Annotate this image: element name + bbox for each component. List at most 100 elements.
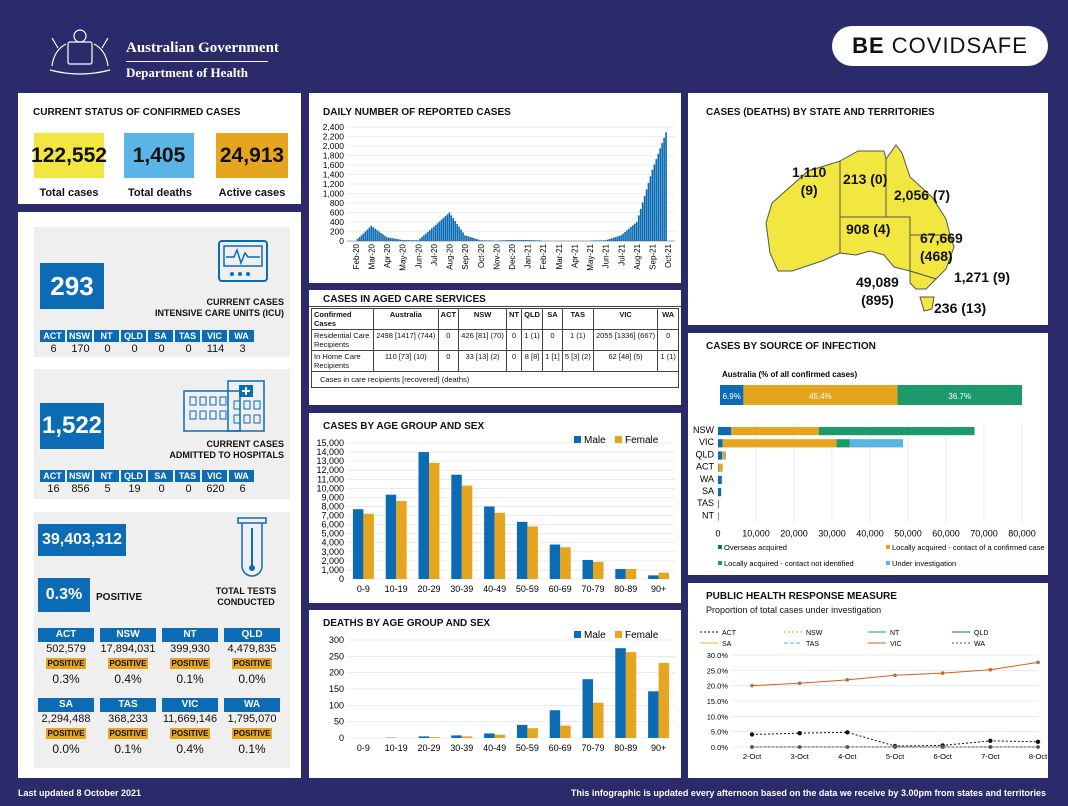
source-bar [722, 451, 725, 460]
hospital-building-icon [183, 380, 265, 432]
daily-bar [378, 231, 380, 241]
aged-cell: 62 [48] (5) [592, 350, 659, 372]
coat-of-arms-icon [49, 29, 111, 75]
daily-bar [389, 237, 392, 241]
test-positive-rate: 0.4% [114, 672, 142, 686]
test-state-count: 11,669,146 [162, 713, 218, 725]
x-tick-label: 30,000 [818, 529, 846, 539]
daily-bar [393, 238, 396, 241]
y-tick-label: 10,000 [316, 483, 344, 493]
y-tick-label: 20.0% [707, 682, 729, 691]
test-state-count: 4,479,835 [227, 643, 277, 655]
female-bar [593, 702, 604, 738]
daily-bar [360, 235, 363, 241]
map-label-nt: 213 (0) [843, 171, 888, 187]
daily-bar [536, 240, 539, 241]
daily-bar [434, 224, 437, 241]
test-state-header: VIC [162, 698, 218, 712]
header-divider [126, 61, 268, 62]
hospital-label-2: ADMITTED TO HOSPITALS [169, 450, 284, 460]
female-bar [494, 512, 506, 579]
source-bar [718, 427, 732, 436]
state-value: 114 [206, 343, 225, 355]
x-tick-label: 0 [715, 529, 720, 539]
female-bar [429, 737, 440, 738]
daily-bar [518, 240, 521, 241]
daily-bar [466, 235, 468, 241]
y-tick-label: 10.0% [707, 712, 729, 721]
male-bar [582, 679, 593, 738]
x-tick-label: 30-39 [450, 743, 473, 753]
daily-bar [382, 234, 384, 241]
female-bar [461, 485, 473, 579]
map-label-tas: 236 (13) [934, 300, 987, 316]
daily-bar [479, 240, 482, 241]
x-tick-label: 50,000 [894, 529, 922, 539]
y-tick-label: 25.0% [707, 666, 729, 675]
aged-care-title: CASES IN AGED CARE SERVICES [323, 294, 486, 305]
daily-bar [444, 216, 447, 241]
male-bar [484, 733, 495, 738]
daily-bar [628, 228, 630, 241]
daily-bar [388, 237, 390, 241]
table-row: Cases in care recipients [recovered] (de… [311, 371, 679, 388]
daily-bar [635, 222, 638, 241]
x-tick-label: Aug-20 [446, 243, 455, 269]
x-tick-label: Nov-20 [492, 243, 501, 269]
daily-bar [626, 230, 628, 241]
test-positive-badge: POSITIVE [232, 658, 272, 669]
daily-bar [391, 238, 394, 241]
daily-cases-panel: DAILY NUMBER OF REPORTED CASES 0 200 400 60… [309, 93, 681, 283]
x-tick-label: 70-79 [581, 743, 604, 753]
legend-label: ACT [722, 630, 737, 637]
male-bar [385, 494, 397, 579]
test-state-header: WA [224, 698, 280, 712]
state-value: 0 [158, 483, 165, 495]
tests-section: 39,403,312 0.3% POSITIVE TOTAL TESTS CON… [34, 512, 290, 768]
daily-bar [460, 229, 462, 241]
icu-label-2: INTENSIVE CARE UNITS (ICU) [154, 308, 284, 318]
gov-title: Australian Government [126, 40, 279, 56]
x-tick-label: 30-39 [450, 584, 473, 594]
legend-label: Overseas acquired [724, 543, 787, 552]
daily-bar [620, 235, 622, 241]
legend-label: NSW [806, 630, 823, 637]
aged-col-header: NT [505, 308, 523, 330]
source-bar [718, 500, 719, 509]
x-tick-label: Jul-21 [617, 243, 626, 265]
y-tick-label: 1,200 [323, 179, 345, 189]
source-bar [718, 463, 723, 472]
aged-col-header: TAS [561, 308, 594, 330]
map-vic-cases: 49,089 [856, 274, 899, 290]
x-tick-label: 7-Oct [981, 752, 1000, 761]
daily-bar [624, 231, 626, 241]
y-tick-label: WA [700, 474, 714, 484]
aged-cell: 110 [73] (10) [373, 350, 439, 372]
legend-swatch [886, 545, 890, 549]
y-tick-label: 3,000 [321, 547, 344, 557]
daily-bar [630, 226, 632, 241]
daily-bar [491, 240, 494, 241]
daily-bar [430, 228, 433, 241]
state-value: 0 [185, 343, 192, 355]
daily-bar [528, 240, 531, 241]
series-point [940, 671, 945, 675]
male-bar [549, 710, 561, 738]
test-state-header: NSW [100, 628, 156, 642]
daily-bar [405, 240, 408, 241]
daily-bar [487, 240, 490, 241]
daily-bar [374, 228, 376, 241]
daily-bar [438, 221, 441, 241]
source-share-label: 36.7% [948, 392, 971, 401]
legend-female-label: Female [625, 630, 659, 641]
series-point [797, 745, 802, 749]
phrm-subtitle: Proportion of total cases under investig… [706, 605, 882, 615]
map-panel: CASES (DEATHS) BY STATE AND TERRITORIES … [688, 93, 1048, 325]
source-bar [849, 439, 904, 448]
daily-bar [386, 237, 388, 241]
daily-bar [473, 238, 476, 241]
legend-male-label: Male [584, 630, 606, 641]
daily-bar [497, 240, 499, 241]
daily-bar [468, 236, 470, 241]
daily-bar [634, 223, 636, 241]
